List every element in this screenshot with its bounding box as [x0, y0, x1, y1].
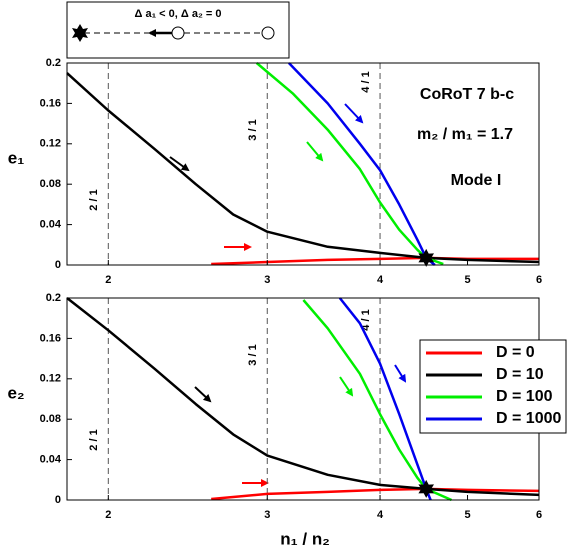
y-tick-label: 0: [55, 494, 61, 506]
equilibrium-marker: [418, 479, 434, 498]
x-tick-label: 6: [536, 509, 542, 521]
y-tick-label: 0.12: [40, 373, 61, 385]
x-axis-label: n₁ / n₂: [280, 529, 330, 548]
x-tick-label: 4: [377, 274, 384, 286]
series-line: [211, 487, 540, 501]
series-line: [66, 72, 540, 264]
y-tick-label: 0.08: [40, 413, 61, 425]
legend-label: D = 1000: [496, 410, 561, 427]
annotation: m₂ / m₁ = 1.7: [417, 126, 513, 143]
annotation: Mode I: [451, 172, 502, 189]
series-line: [66, 297, 540, 497]
y-tick-label: 0.04: [40, 454, 62, 466]
x-tick-label: 5: [464, 509, 470, 521]
resonance-label: 4 / 1: [360, 309, 372, 330]
x-tick-label: 5: [464, 274, 470, 286]
y-tick-label: 0.16: [40, 332, 61, 344]
y-tick-label: 0.2: [46, 57, 61, 69]
series-line: [338, 297, 432, 501]
resonance-label: 2 / 1: [88, 429, 100, 450]
annotation: Δ a₁ < 0, Δ a₂ = 0: [134, 8, 221, 20]
y-axis-label: e₁: [8, 148, 25, 167]
resonance-label: 3 / 1: [247, 344, 259, 365]
resonance-label: 2 / 1: [88, 189, 100, 210]
x-tick-label: 2: [105, 509, 111, 521]
x-tick-label: 3: [264, 274, 270, 286]
x-tick-label: 6: [536, 274, 542, 286]
plot-frame: [66, 62, 540, 266]
resonance-label: 3 / 1: [247, 119, 259, 140]
equilibrium-marker: [418, 248, 434, 267]
scheme-box: [66, 1, 290, 59]
x-tick-label: 4: [377, 509, 384, 521]
y-axis-label: e₂: [7, 383, 24, 402]
y-tick-label: 0.16: [40, 97, 61, 109]
resonance-label: 4 / 1: [360, 71, 372, 92]
x-tick-label: 2: [105, 274, 111, 286]
y-tick-label: 0.12: [40, 138, 61, 150]
direction-arrows: [169, 103, 407, 487]
annotation: CoRoT 7 b-c: [420, 86, 514, 103]
y-tick-label: 0.2: [46, 292, 61, 304]
legend-label: D = 10: [496, 366, 544, 383]
legend-label: D = 0: [496, 344, 535, 361]
y-tick-label: 0.08: [40, 178, 61, 190]
y-tick-label: 0: [55, 259, 61, 271]
y-tick-label: 0.04: [40, 219, 62, 231]
x-tick-label: 3: [264, 509, 270, 521]
legend-label: D = 100: [496, 388, 553, 405]
